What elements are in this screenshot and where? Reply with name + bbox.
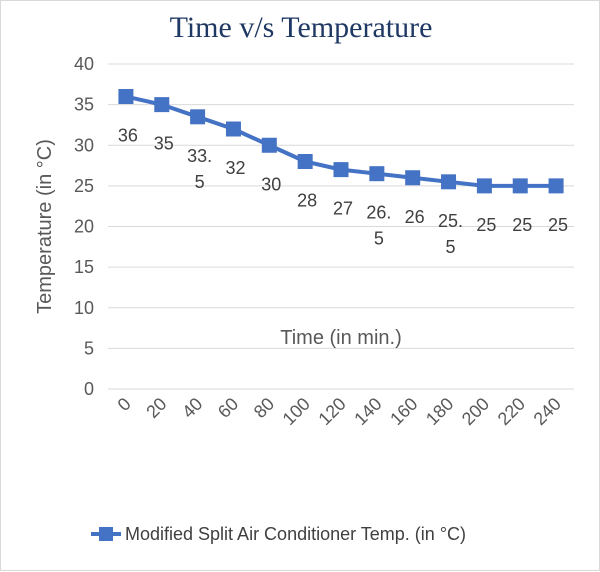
data-point xyxy=(405,170,421,186)
legend-marker-icon xyxy=(91,527,121,541)
data-label: 33. 5 xyxy=(187,146,212,192)
data-point xyxy=(225,121,241,137)
x-tick-label: 60 xyxy=(214,394,242,422)
data-point xyxy=(369,166,385,182)
data-label: 32 xyxy=(225,158,245,178)
x-axis-title: Time (in min.) xyxy=(280,327,401,349)
y-tick-label: 15 xyxy=(74,257,94,277)
x-tick-label: 80 xyxy=(250,394,278,422)
data-point xyxy=(154,97,170,113)
data-point xyxy=(476,178,492,194)
data-label: 30 xyxy=(261,174,281,194)
data-point xyxy=(297,154,313,169)
y-tick-label: 0 xyxy=(84,379,94,399)
data-point xyxy=(261,137,277,153)
y-tick-label: 10 xyxy=(74,298,94,318)
x-tick-label: 100 xyxy=(279,394,314,429)
data-point xyxy=(333,162,349,178)
x-tick-label: 180 xyxy=(422,394,457,429)
data-label: 28 xyxy=(297,191,317,211)
y-axis-title: Temperature (in °C) xyxy=(34,139,56,314)
data-point xyxy=(441,174,457,190)
x-tick-label: 160 xyxy=(386,394,421,429)
chart-title: Time v/s Temperature xyxy=(169,11,433,44)
x-tick-label: 0 xyxy=(114,394,135,415)
x-tick-label: 220 xyxy=(494,394,529,429)
x-tick-label: 40 xyxy=(178,394,206,422)
x-tick-label: 140 xyxy=(350,394,385,429)
data-label: 25 xyxy=(548,215,568,235)
data-label: 25. 5 xyxy=(438,211,463,257)
x-tick-label: 20 xyxy=(142,394,170,422)
x-tick-label: 120 xyxy=(314,394,349,429)
y-tick-label: 5 xyxy=(84,338,94,358)
data-label: 26 xyxy=(405,207,425,227)
y-tick-label: 40 xyxy=(74,54,94,74)
data-point xyxy=(548,178,564,194)
data-label: 36 xyxy=(118,126,138,146)
data-point xyxy=(118,89,134,104)
x-tick-label: 240 xyxy=(530,394,565,429)
legend-label: Modified Split Air Conditioner Temp. (in… xyxy=(125,523,467,544)
y-tick-label: 30 xyxy=(74,135,94,155)
data-label: 27 xyxy=(333,199,353,219)
y-tick-label: 20 xyxy=(74,217,94,237)
data-point xyxy=(190,109,206,125)
data-label: 25 xyxy=(512,215,532,235)
y-tick-label: 35 xyxy=(74,95,94,115)
y-tick-label: 25 xyxy=(74,176,94,196)
x-tick-label: 200 xyxy=(458,394,493,429)
data-label: 35 xyxy=(154,134,174,154)
data-label: 25 xyxy=(476,215,496,235)
legend: Modified Split Air Conditioner Temp. (in… xyxy=(91,520,466,548)
data-label: 26. 5 xyxy=(366,203,391,249)
data-point xyxy=(512,178,528,194)
